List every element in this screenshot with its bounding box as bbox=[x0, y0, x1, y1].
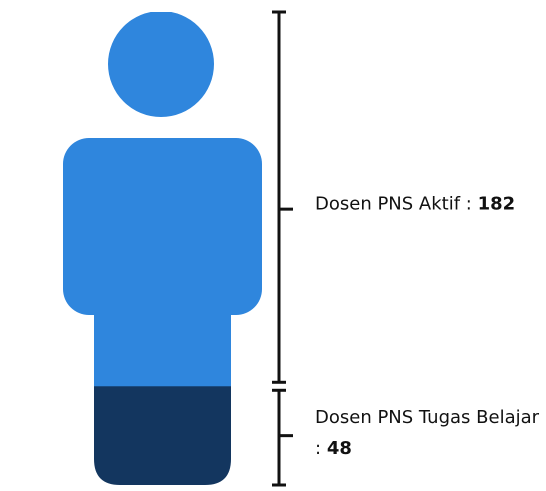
segment bbox=[63, 12, 262, 388]
category-label: Dosen PNS Aktif : bbox=[315, 193, 472, 215]
bracket bbox=[272, 10, 293, 487]
segment-label: Dosen PNS Aktif : 182 bbox=[315, 189, 530, 220]
value-label: 182 bbox=[477, 193, 516, 215]
category-label: Dosen PNS Tugas Belajar : bbox=[315, 406, 540, 459]
person-figure bbox=[63, 12, 262, 485]
value-label: 48 bbox=[326, 437, 352, 459]
segment-label: Dosen PNS Tugas Belajar : 48 bbox=[315, 402, 540, 464]
segment bbox=[63, 386, 262, 485]
